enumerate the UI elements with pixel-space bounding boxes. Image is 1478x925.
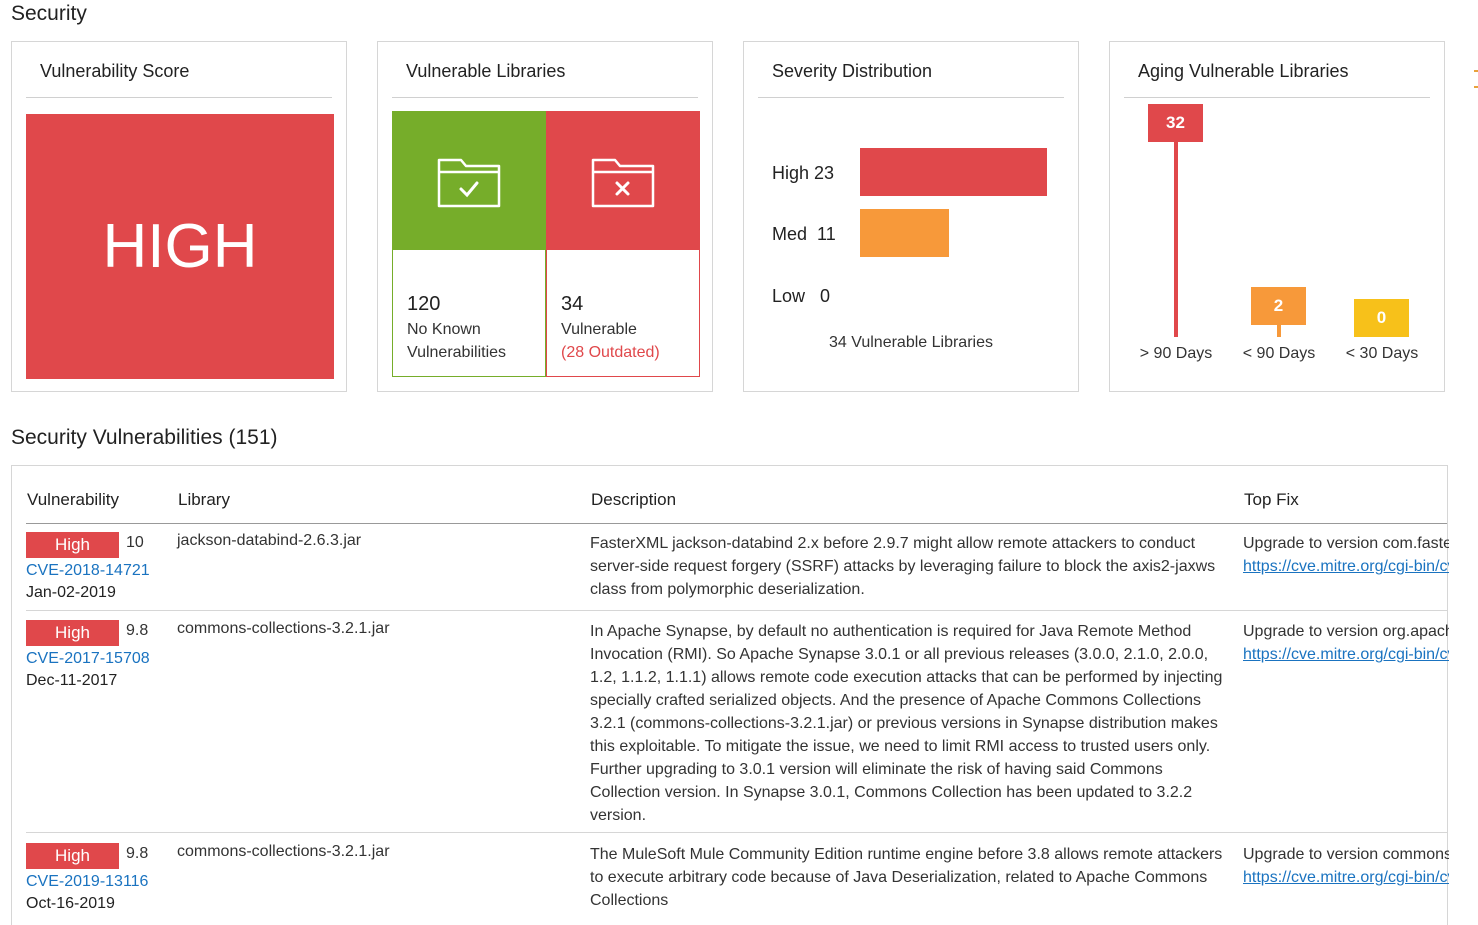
table-row: High 10 CVE-2018-14721 Jan-02-2019 jacks… [26, 532, 1449, 611]
vulnerable-libraries-card: Vulnerable Libraries 120 No Known Vulner… [377, 41, 713, 392]
aging-libraries-card: Aging Vulnerable Libraries 32 > 90 Days … [1109, 41, 1445, 392]
top-fix: Upgrade to version commons https://cve.m… [1243, 843, 1449, 889]
severity-count: 11 [817, 224, 836, 244]
divider [758, 97, 1064, 98]
column-header-description[interactable]: Description [591, 490, 677, 509]
description: FasterXML jackson-databind 2.x before 2.… [590, 535, 1216, 598]
aging-count: 32 [1148, 104, 1203, 142]
description: In Apache Synapse, by default no authent… [590, 623, 1223, 824]
severity-name: Med [772, 224, 808, 244]
library-name: commons-collections-3.2.1.jar [177, 620, 390, 637]
publish-date: Oct-16-2019 [26, 895, 115, 912]
library-name: jackson-databind-2.6.3.jar [177, 532, 362, 549]
severity-distribution-card: Severity Distribution High 23 Med 11 Low… [743, 41, 1079, 392]
severity-total: 34 Vulnerable Libraries [829, 334, 993, 351]
fix-link[interactable]: https://cve.mitre.org/cgi-bin/cvename.cg… [1243, 869, 1449, 886]
top-fix: Upgrade to version com.faste https://cve… [1243, 532, 1449, 578]
aging-bar [1174, 142, 1178, 337]
fix-text: Upgrade to version org.apach [1243, 623, 1449, 640]
cvss-score: 10 [126, 534, 144, 551]
severity-low-label: Low 0 [772, 286, 830, 307]
card-title: Vulnerable Libraries [406, 61, 566, 81]
aging-label: > 90 Days [1139, 345, 1213, 362]
severity-med-label: Med 11 [772, 224, 836, 245]
section-title: Security Vulnerabilities (151) [11, 426, 278, 449]
folder-x-icon [591, 158, 655, 208]
aging-count: 2 [1251, 286, 1306, 325]
column-header-top-fix[interactable]: Top Fix [1244, 490, 1299, 509]
aging-label: < 30 Days [1345, 345, 1419, 362]
card-title: Vulnerability Score [40, 61, 190, 81]
card-title: Severity Distribution [772, 61, 933, 81]
vulnerable-label: Vulnerable [561, 321, 637, 338]
cvss-score: 9.8 [126, 845, 149, 862]
aging-bar [1277, 324, 1281, 337]
safe-count: 120 [407, 293, 441, 315]
scroll-marker [1474, 86, 1478, 88]
scroll-marker [1474, 70, 1478, 72]
severity-badge: High [26, 843, 119, 869]
safe-libraries-tile[interactable]: 120 No Known Vulnerabilities [392, 111, 546, 377]
safe-label-line2: Vulnerabilities [407, 344, 507, 361]
library-name: commons-collections-3.2.1.jar [177, 843, 390, 860]
fix-text: Upgrade to version com.faste [1243, 535, 1449, 552]
column-header-vulnerability[interactable]: Vulnerability [27, 490, 119, 509]
publish-date: Dec-11-2017 [26, 672, 118, 689]
folder-check-icon [437, 158, 501, 208]
safe-label-line1: No Known [407, 321, 481, 338]
vulnerabilities-table: Vulnerability Library Description Top Fi… [11, 465, 1449, 925]
score-value: HIGH [26, 114, 334, 379]
page-title: Security [11, 2, 87, 25]
table-row: High 9.8 CVE-2017-15708 Dec-11-2017 comm… [26, 620, 1449, 833]
fix-text: Upgrade to version commons [1243, 846, 1449, 863]
severity-badge: High [26, 532, 119, 558]
vulnerable-count: 34 [561, 293, 584, 315]
card-title: Aging Vulnerable Libraries [1138, 61, 1349, 81]
severity-high-label: High 23 [772, 163, 834, 184]
severity-name: Low [772, 286, 806, 306]
table-row: High 9.8 CVE-2019-13116 Oct-16-2019 comm… [26, 843, 1449, 923]
fix-link[interactable]: https://cve.mitre.org/cgi-bin/cvename.cg… [1243, 558, 1449, 575]
severity-badge: High [26, 620, 119, 646]
publish-date: Jan-02-2019 [26, 584, 116, 601]
column-header-library[interactable]: Library [178, 490, 230, 509]
top-fix: Upgrade to version org.apach https://cve… [1243, 620, 1449, 666]
aging-over-90[interactable]: 32 > 90 Days [1121, 42, 1231, 393]
severity-name: High [772, 163, 810, 183]
divider [392, 97, 698, 98]
outdated-count: (28 Outdated) [561, 344, 660, 361]
severity-count: 23 [814, 163, 835, 183]
aging-count: 0 [1354, 299, 1409, 337]
cve-link[interactable]: CVE-2017-15708 [26, 650, 150, 667]
divider [26, 97, 332, 98]
header-divider [26, 523, 1447, 524]
divider [1124, 97, 1430, 98]
severity-med-bar[interactable] [860, 209, 950, 257]
severity-high-bar[interactable] [860, 148, 1047, 196]
aging-under-90[interactable]: 2 < 90 Days [1224, 42, 1334, 393]
aging-label: < 90 Days [1242, 345, 1316, 362]
cve-link[interactable]: CVE-2018-14721 [26, 562, 150, 579]
description: The MuleSoft Mule Community Edition runt… [590, 846, 1223, 909]
severity-count: 0 [820, 286, 831, 306]
vulnerability-score-card: Vulnerability Score HIGH [11, 41, 347, 392]
vulnerable-libraries-tile[interactable]: 34 Vulnerable (28 Outdated) [546, 111, 700, 377]
fix-link[interactable]: https://cve.mitre.org/cgi-bin/cvename.cg… [1243, 646, 1449, 663]
cve-link[interactable]: CVE-2019-13116 [26, 873, 149, 890]
cvss-score: 9.8 [126, 622, 149, 639]
aging-under-30[interactable]: 0 < 30 Days [1327, 42, 1437, 393]
